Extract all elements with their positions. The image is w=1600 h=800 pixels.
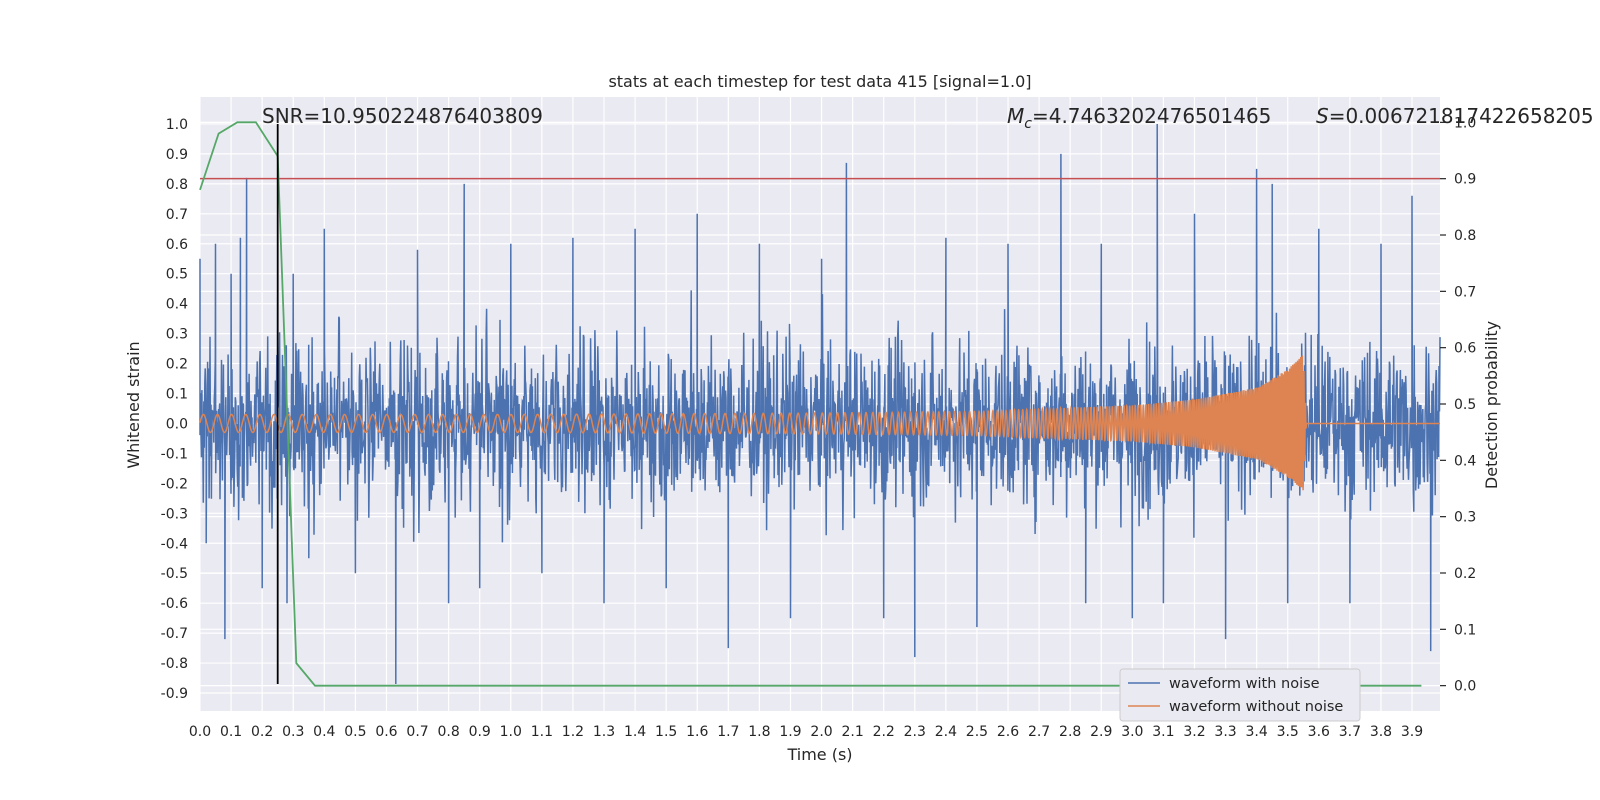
y-tick-label: -0.8	[161, 656, 188, 672]
x-tick-label: 1.6	[686, 724, 708, 740]
y-tick-label: -0.6	[161, 596, 188, 612]
x-tick-label: 1.3	[593, 724, 615, 740]
y-axis-ticks: -0.9 -0.8 -0.7 -0.6 -0.5 -0.4 -0.3 -0.2 -0.1 0.0 0…	[161, 117, 188, 702]
y-tick-label: 0.9	[166, 147, 188, 163]
y-tick-label: -0.7	[161, 626, 188, 642]
legend-label-noise: waveform with noise	[1169, 676, 1320, 692]
series-waveform-without-noise	[199, 355, 1440, 491]
x-tick-label: 0.5	[344, 724, 366, 740]
s-annotation: S=0.006721817422658205	[1316, 104, 1594, 128]
x-axis-label: Time (s)	[786, 745, 852, 764]
x-tick-label: 3.5	[1277, 724, 1299, 740]
series-waveform-with-noise	[199, 123, 1441, 685]
x-tick-label: 2.8	[1059, 724, 1081, 740]
chart-title: stats at each timestep for test data 415…	[608, 72, 1031, 91]
legend: waveform with noise waveform without noi…	[1119, 668, 1361, 722]
y2-axis-label: Detection probability	[1482, 321, 1501, 489]
mc-annotation: Mc=4.7463202476501465	[1007, 104, 1271, 132]
x-tick-label: 1.5	[655, 724, 677, 740]
x-tick-label: 1.0	[500, 724, 522, 740]
y2-tick-label: 0.7	[1454, 284, 1476, 300]
y2-tick-label: 0.3	[1454, 510, 1476, 526]
x-tick-label: 3.2	[1183, 724, 1205, 740]
x-tick-label: 1.4	[624, 724, 646, 740]
y2-tick-label: 0.0	[1454, 679, 1476, 695]
x-tick-label: 0.3	[282, 724, 304, 740]
x-tick-label: 2.6	[997, 724, 1019, 740]
y-tick-label: 0.4	[166, 297, 188, 313]
x-tick-label: 0.6	[375, 724, 397, 740]
y2-tick-label: 0.6	[1454, 341, 1476, 357]
y-tick-label: 0.7	[166, 207, 188, 223]
y2-axis-ticks: 0.0 0.1 0.2 0.3 0.4 0.5 0.6 0.7 0.8 0.9 1.0	[1440, 115, 1476, 695]
x-tick-label: 0.8	[437, 724, 459, 740]
y-tick-label: 0.0	[166, 416, 188, 432]
x-axis-ticks: 0.0 0.1 0.2 0.3 0.4 0.5 0.6 0.7 0.8 0.9 1.0 1.1 1.2 1…	[189, 724, 1423, 740]
y-tick-label: -0.3	[161, 506, 188, 522]
x-tick-label: 0.0	[189, 724, 211, 740]
x-tick-label: 2.4	[935, 724, 957, 740]
x-tick-label: 1.8	[748, 724, 770, 740]
x-tick-label: 1.9	[779, 724, 801, 740]
y-tick-label: 0.6	[166, 237, 188, 253]
x-tick-label: 0.9	[469, 724, 491, 740]
x-tick-label: 3.9	[1401, 724, 1423, 740]
legend-label-clean: waveform without noise	[1169, 699, 1343, 715]
x-tick-label: 2.2	[873, 724, 895, 740]
y2-tick-label: 0.4	[1454, 453, 1476, 469]
x-tick-label: 0.2	[251, 724, 273, 740]
y2-tick-label: 1.0	[1454, 115, 1476, 131]
x-tick-label: 2.1	[841, 724, 863, 740]
s-value: =0.006721817422658205	[1329, 104, 1594, 128]
y2-tick-label: 0.1	[1454, 622, 1476, 638]
x-tick-label: 1.7	[717, 724, 739, 740]
y2-tick-label: 0.2	[1454, 566, 1476, 582]
y-tick-label: 1.0	[166, 117, 188, 133]
x-tick-label: 3.1	[1152, 724, 1174, 740]
y-tick-label: -0.5	[161, 566, 188, 582]
legend-box	[1119, 668, 1361, 722]
y-tick-label: -0.4	[161, 536, 188, 552]
x-tick-label: 3.4	[1246, 724, 1268, 740]
x-tick-label: 2.0	[810, 724, 832, 740]
snr-annotation: SNR=10.950224876403809	[262, 104, 543, 128]
x-tick-label: 0.7	[406, 724, 428, 740]
mc-symbol: M	[1007, 104, 1024, 128]
x-tick-label: 0.1	[220, 724, 242, 740]
y-tick-label: -0.1	[161, 446, 188, 462]
y2-tick-label: 0.8	[1454, 228, 1476, 244]
mc-value: =4.7463202476501465	[1032, 104, 1271, 128]
x-tick-label: 3.7	[1339, 724, 1361, 740]
x-tick-label: 0.4	[313, 724, 335, 740]
y-tick-label: -0.2	[161, 476, 188, 492]
x-tick-label: 3.3	[1214, 724, 1236, 740]
x-tick-label: 2.7	[1028, 724, 1050, 740]
y-tick-label: 0.8	[166, 177, 188, 193]
x-tick-label: 1.1	[531, 724, 553, 740]
x-tick-label: 3.0	[1121, 724, 1143, 740]
x-tick-label: 1.2	[562, 724, 584, 740]
x-tick-label: 2.9	[1090, 724, 1112, 740]
y-tick-label: 0.2	[166, 357, 188, 373]
y-axis-label: Whitened strain	[124, 341, 143, 468]
y-tick-label: 0.3	[166, 327, 188, 343]
s-symbol: S	[1316, 104, 1329, 128]
y2-tick-label: 0.5	[1454, 397, 1476, 413]
y-tick-label: 0.5	[166, 267, 188, 283]
x-tick-label: 2.5	[966, 724, 988, 740]
x-tick-label: 2.3	[904, 724, 926, 740]
y-tick-label: -0.9	[161, 686, 188, 702]
y2-tick-label: 0.9	[1454, 172, 1476, 188]
mc-subscript: c	[1024, 116, 1032, 132]
x-tick-label: 3.8	[1370, 724, 1392, 740]
x-tick-label: 3.6	[1308, 724, 1330, 740]
y-tick-label: 0.1	[166, 387, 188, 403]
